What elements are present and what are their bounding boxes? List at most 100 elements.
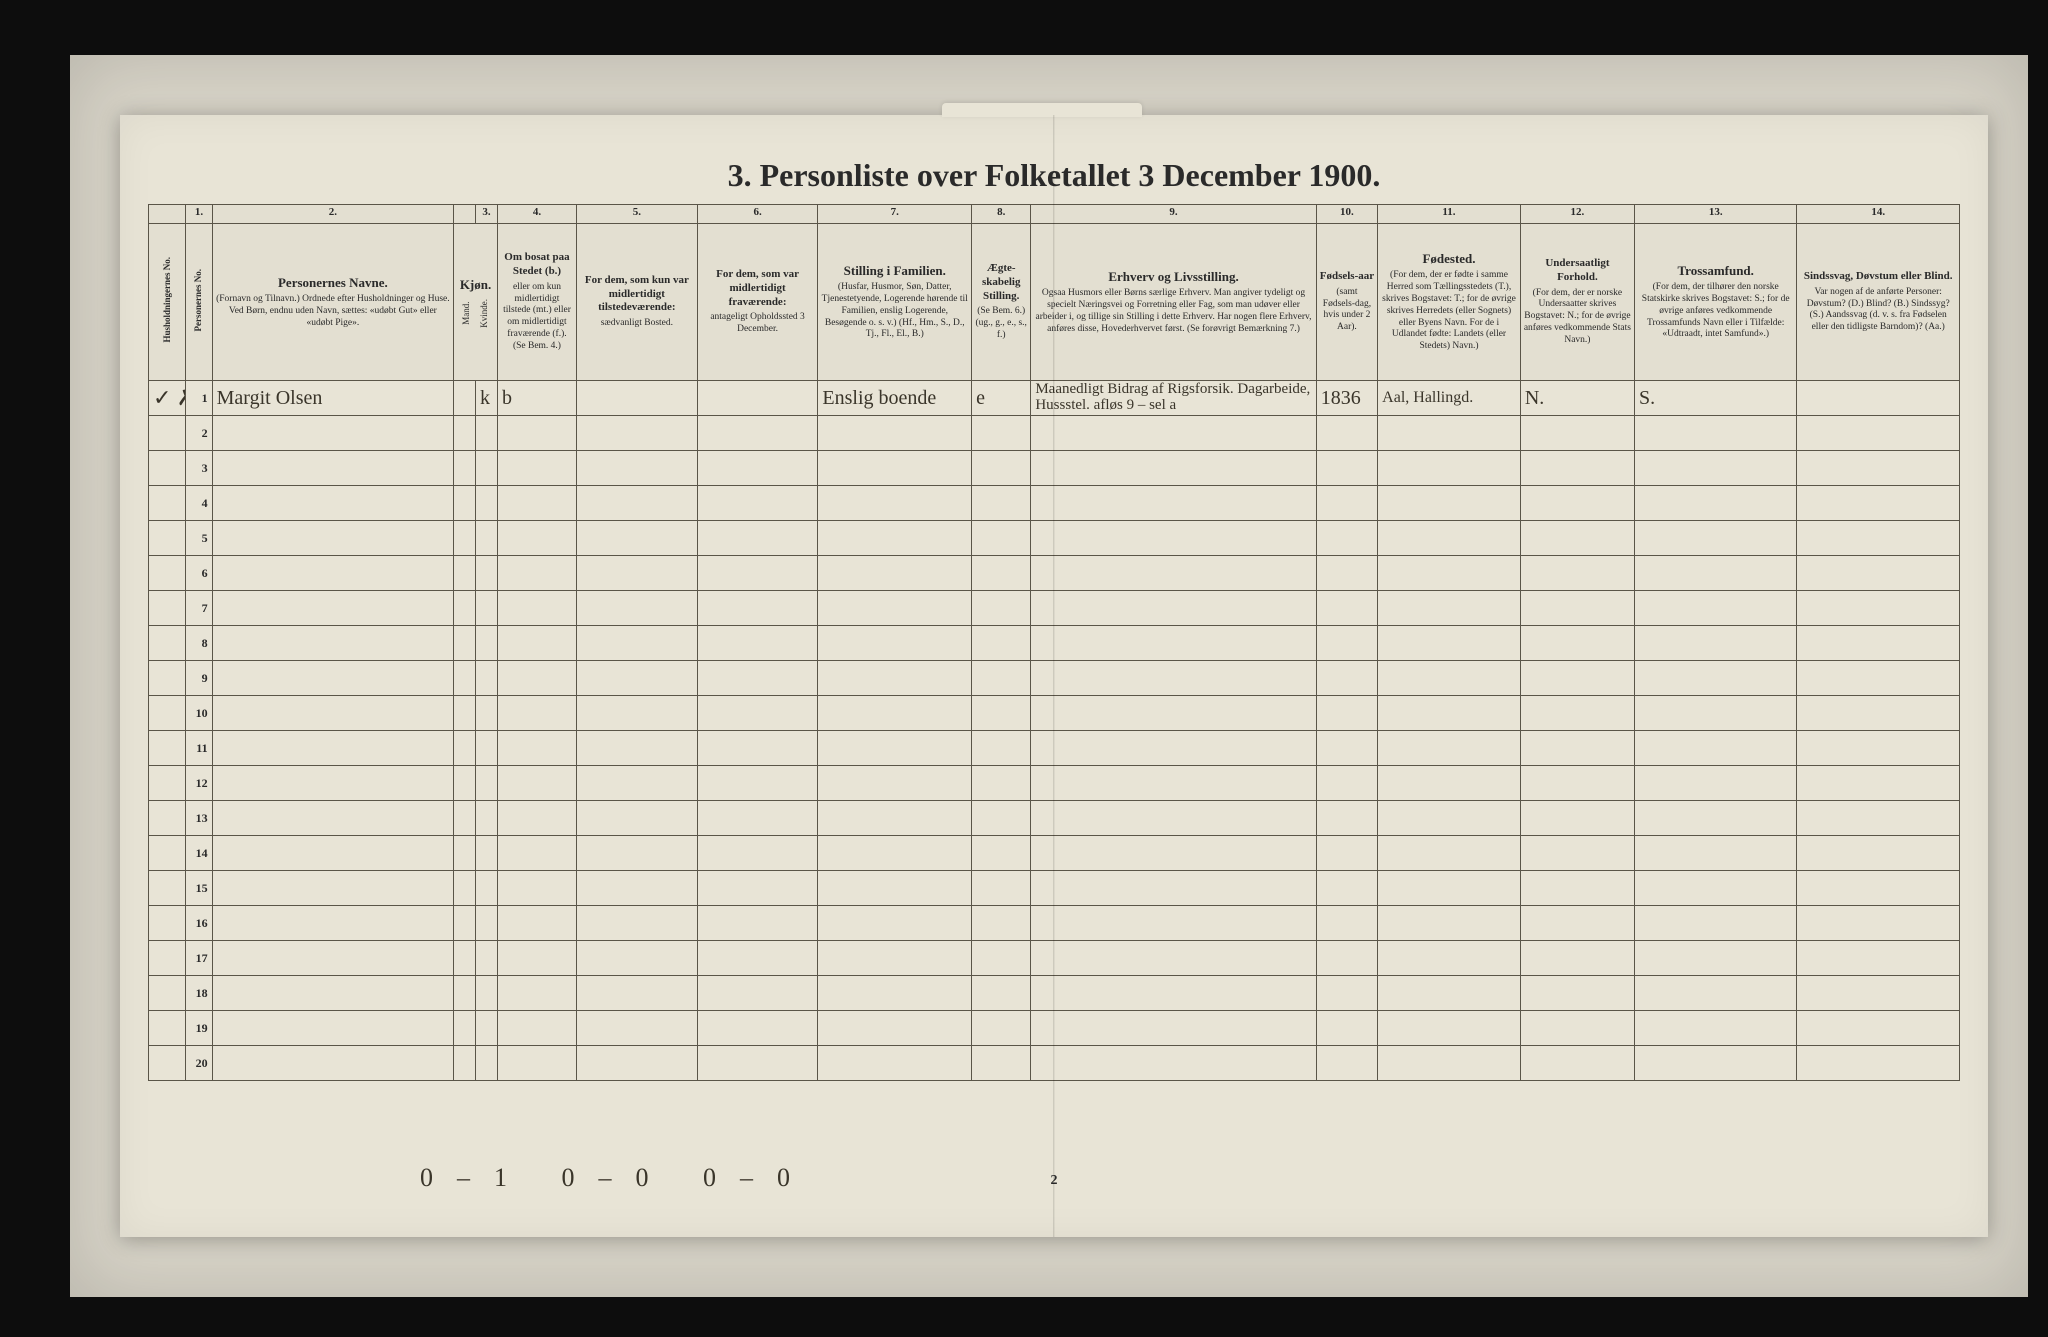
col-number: 14. bbox=[1797, 205, 1960, 224]
cell-fravar bbox=[576, 871, 697, 906]
cell-kjon-k bbox=[476, 836, 498, 871]
cell-fravar bbox=[576, 416, 697, 451]
cell-fodsel bbox=[1316, 1046, 1377, 1081]
header-tros: Trossamfund. (For dem, der tilhører den … bbox=[1634, 224, 1796, 381]
cell-kjon-m bbox=[454, 521, 476, 556]
cell-tros bbox=[1634, 906, 1796, 941]
cell-stilling bbox=[818, 416, 972, 451]
cell-erhverv bbox=[1031, 626, 1316, 661]
col-number: 12. bbox=[1520, 205, 1634, 224]
cell-egte bbox=[972, 871, 1031, 906]
cell-bosat bbox=[497, 906, 576, 941]
cell-fodsel bbox=[1316, 906, 1377, 941]
cell-fravar bbox=[576, 801, 697, 836]
cell-fravar bbox=[576, 556, 697, 591]
cell-kjon-k bbox=[476, 486, 498, 521]
cell-kjon-k bbox=[476, 731, 498, 766]
col-number: 9. bbox=[1031, 205, 1316, 224]
cell-erhverv bbox=[1031, 906, 1316, 941]
cell-stilling bbox=[818, 626, 972, 661]
cell-sind bbox=[1797, 976, 1960, 1011]
cell-rownum: 7 bbox=[186, 591, 212, 626]
cell-kjon-k bbox=[476, 416, 498, 451]
cell-sind bbox=[1797, 1046, 1960, 1081]
cell-fodested bbox=[1378, 451, 1521, 486]
cell-mark bbox=[149, 976, 186, 1011]
cell-undersaat bbox=[1520, 1046, 1634, 1081]
cell-fodested bbox=[1378, 766, 1521, 801]
scanner-frame: 3. Personliste over Folketallet 3 Decemb… bbox=[0, 0, 2048, 1337]
cell-kjon-k bbox=[476, 941, 498, 976]
cell-kjon-m bbox=[454, 556, 476, 591]
col-number bbox=[149, 205, 186, 224]
cell-frav2 bbox=[697, 416, 818, 451]
cell-tros bbox=[1634, 801, 1796, 836]
cell-erhverv bbox=[1031, 416, 1316, 451]
cell-tros bbox=[1634, 486, 1796, 521]
book-tab bbox=[942, 103, 1142, 117]
cell-fodested bbox=[1378, 906, 1521, 941]
cell-tros bbox=[1634, 521, 1796, 556]
cell-fodsel bbox=[1316, 521, 1377, 556]
cell-fodested bbox=[1378, 871, 1521, 906]
cell-mark: ✓ ✗ bbox=[149, 381, 186, 416]
cell-stilling bbox=[818, 451, 972, 486]
cell-frav2 bbox=[697, 801, 818, 836]
col-number: 2. bbox=[212, 205, 453, 224]
cell-stilling: Enslig boende bbox=[818, 381, 972, 416]
cell-undersaat bbox=[1520, 556, 1634, 591]
cell-bosat: b bbox=[497, 381, 576, 416]
cell-undersaat bbox=[1520, 661, 1634, 696]
cell-fodested bbox=[1378, 1011, 1521, 1046]
cell-fravar bbox=[576, 626, 697, 661]
cell-erhverv bbox=[1031, 486, 1316, 521]
cell-egte bbox=[972, 766, 1031, 801]
cell-fodested bbox=[1378, 556, 1521, 591]
cell-kjon-k bbox=[476, 661, 498, 696]
cell-tros bbox=[1634, 451, 1796, 486]
cell-fravar bbox=[576, 591, 697, 626]
cell-stilling bbox=[818, 731, 972, 766]
cell-kjon-m bbox=[454, 451, 476, 486]
cell-undersaat bbox=[1520, 976, 1634, 1011]
cell-navn bbox=[212, 766, 453, 801]
cell-rownum: 12 bbox=[186, 766, 212, 801]
cell-rownum: 19 bbox=[186, 1011, 212, 1046]
cell-rownum: 2 bbox=[186, 416, 212, 451]
cell-bosat bbox=[497, 941, 576, 976]
cell-erhverv: Maanedligt Bidrag af Rigsforsik. Dagarbe… bbox=[1031, 381, 1316, 416]
cell-frav2 bbox=[697, 1011, 818, 1046]
cell-stilling bbox=[818, 521, 972, 556]
cell-frav2 bbox=[697, 381, 818, 416]
cell-egte: e bbox=[972, 381, 1031, 416]
cell-fodsel bbox=[1316, 731, 1377, 766]
cell-erhverv bbox=[1031, 766, 1316, 801]
cell-mark bbox=[149, 556, 186, 591]
header-person: Personernes No. bbox=[186, 224, 212, 381]
cell-tros bbox=[1634, 556, 1796, 591]
cell-mark bbox=[149, 766, 186, 801]
cell-frav2 bbox=[697, 976, 818, 1011]
cell-rownum: 5 bbox=[186, 521, 212, 556]
cell-frav2 bbox=[697, 906, 818, 941]
cell-fodsel bbox=[1316, 941, 1377, 976]
cell-frav2 bbox=[697, 836, 818, 871]
cell-navn bbox=[212, 486, 453, 521]
cell-egte bbox=[972, 801, 1031, 836]
cell-stilling bbox=[818, 801, 972, 836]
cell-kjon-m bbox=[454, 696, 476, 731]
cell-navn: Margit Olsen bbox=[212, 381, 453, 416]
cell-erhverv bbox=[1031, 661, 1316, 696]
cell-fodested: Aal, Hallingd. bbox=[1378, 381, 1521, 416]
cell-kjon-m bbox=[454, 486, 476, 521]
header-bosat: Om bosat paa Stedet (b.) eller om kun mi… bbox=[497, 224, 576, 381]
cell-navn bbox=[212, 906, 453, 941]
cell-kjon-k bbox=[476, 696, 498, 731]
cell-egte bbox=[972, 976, 1031, 1011]
cell-sind bbox=[1797, 591, 1960, 626]
cell-sind bbox=[1797, 801, 1960, 836]
cell-kjon-k bbox=[476, 626, 498, 661]
cell-bosat bbox=[497, 1011, 576, 1046]
cell-navn bbox=[212, 801, 453, 836]
cell-frav2 bbox=[697, 486, 818, 521]
